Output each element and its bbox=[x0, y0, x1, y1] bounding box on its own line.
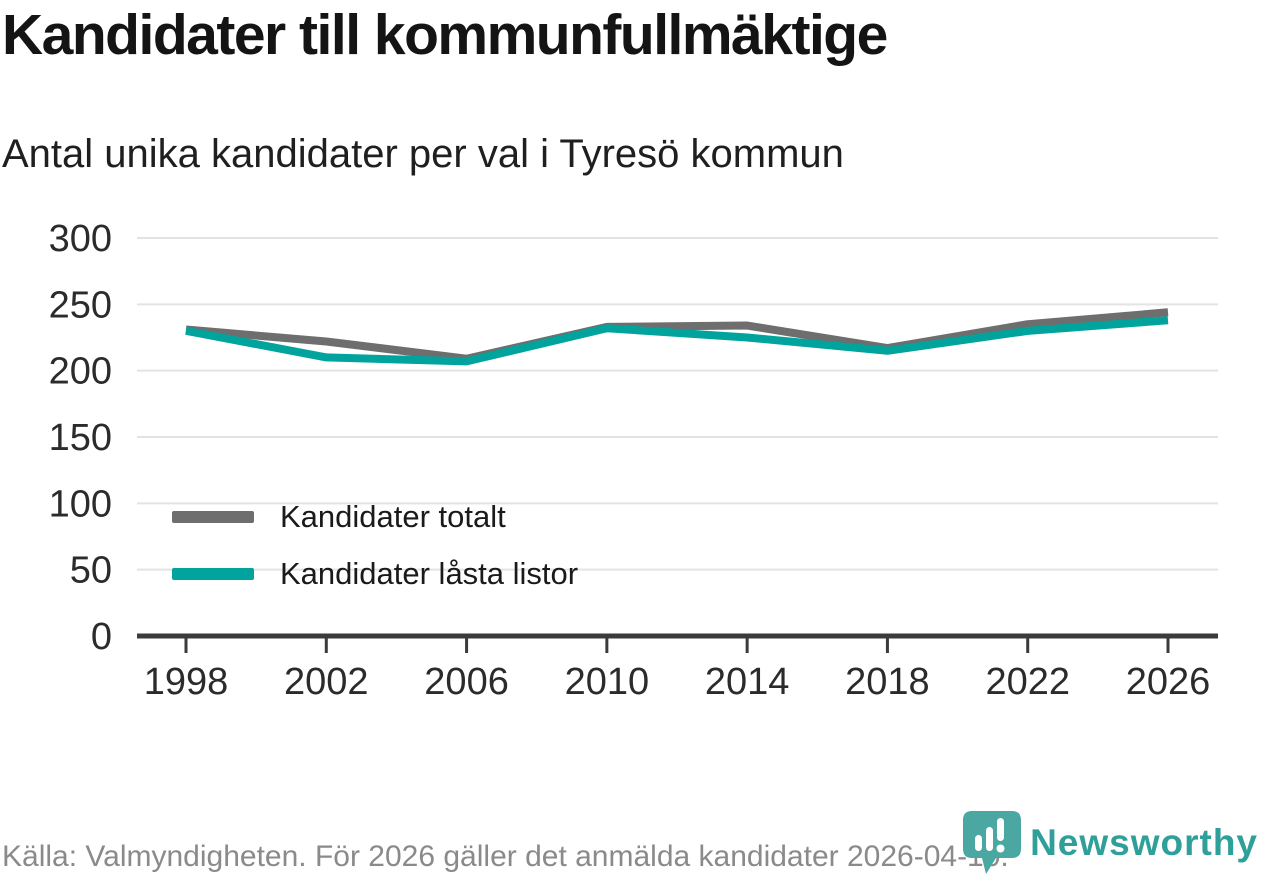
x-tick-label: 1998 bbox=[144, 661, 229, 703]
series-line bbox=[185, 308, 1169, 363]
source-note: Källa: Valmyndigheten. För 2026 gäller d… bbox=[2, 840, 1009, 873]
y-tick-label: 150 bbox=[49, 417, 112, 459]
x-tick-label: 2010 bbox=[565, 661, 650, 703]
legend-swatch-total bbox=[172, 511, 254, 523]
legend-item: Kandidater totalt bbox=[172, 499, 578, 534]
newsworthy-logo[interactable]: Newsworthy bbox=[962, 810, 1258, 876]
page-title: Kandidater till kommunfullmäktige bbox=[2, 3, 888, 67]
legend: Kandidater totalt Kandidater låsta listo… bbox=[172, 499, 579, 616]
legend-label: Kandidater totalt bbox=[280, 499, 506, 534]
y-tick-label: 200 bbox=[49, 351, 112, 393]
y-tick-label: 0 bbox=[91, 616, 112, 658]
newsworthy-pin-barchart-icon bbox=[963, 811, 1022, 874]
series-line bbox=[185, 316, 1169, 366]
x-tick-label: 2018 bbox=[845, 661, 930, 703]
y-tick-label: 50 bbox=[70, 550, 112, 592]
chart-subtitle: Antal unika kandidater per val i Tyresö … bbox=[2, 132, 844, 176]
x-tick-label: 2002 bbox=[284, 661, 369, 703]
x-tick-label: 2026 bbox=[1126, 661, 1211, 703]
legend-swatch-locked-lists bbox=[172, 568, 254, 580]
x-tick-label: 2022 bbox=[985, 661, 1070, 703]
x-tick-label: 2006 bbox=[424, 661, 509, 703]
legend-label: Kandidater låsta listor bbox=[280, 556, 579, 591]
y-tick-label: 250 bbox=[49, 284, 112, 326]
y-tick-label: 300 bbox=[49, 218, 112, 260]
x-tick-label: 2014 bbox=[705, 661, 790, 703]
brand-name: Newsworthy bbox=[1030, 822, 1258, 863]
legend-item: Kandidater låsta listor bbox=[172, 556, 579, 591]
y-tick-label: 100 bbox=[49, 483, 112, 525]
